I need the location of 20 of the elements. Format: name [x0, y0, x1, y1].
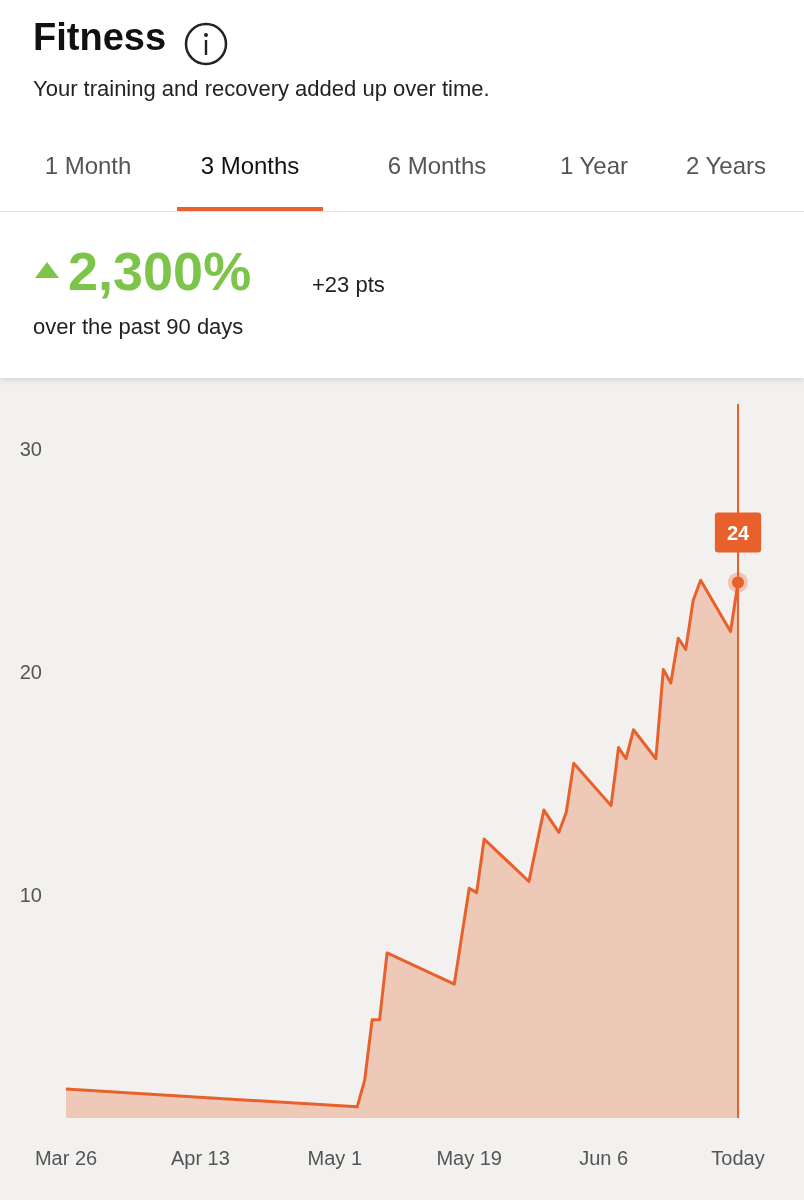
text: 2,300% — [68, 240, 252, 302]
x-tick-label: Today — [711, 1147, 765, 1169]
text: over the past 90 days — [33, 314, 244, 340]
data-label: 24 — [726, 521, 750, 544]
x-tick-label: Apr 13 — [170, 1147, 230, 1169]
chart-subtitle: Your training and recovery added up over time. — [33, 76, 490, 102]
text: 2 Years — [684, 152, 768, 180]
x-tick-label: May 1 — [307, 1147, 363, 1169]
text: +23 pts — [312, 272, 385, 298]
x-tick-label: May 19 — [436, 1147, 502, 1169]
x-tick-label: Jun 6 — [579, 1147, 629, 1169]
y-tick-label: 30 — [19, 437, 42, 460]
text: 3 Months — [199, 152, 301, 180]
x-tick-label: Mar 26 — [34, 1147, 98, 1169]
text: 1 Month — [43, 152, 133, 180]
y-tick-label: 20 — [19, 660, 42, 683]
text: 6 Months — [386, 152, 488, 180]
chart-title: Fitness — [33, 16, 167, 59]
text: 1 Year — [558, 152, 630, 180]
y-tick-label: 10 — [19, 883, 42, 906]
